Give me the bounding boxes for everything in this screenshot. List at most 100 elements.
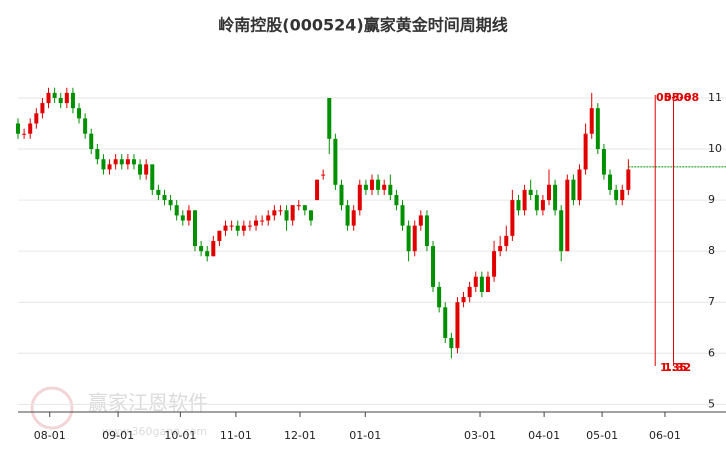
candle-body (101, 159, 106, 170)
candle-body (583, 133, 588, 170)
candle-body (540, 200, 545, 211)
candle-body (315, 179, 320, 201)
x-tick-label: 06-01 (649, 429, 681, 442)
x-tick-label: 04-01 (528, 429, 560, 442)
candle-body (522, 189, 527, 211)
candle-body (516, 200, 521, 211)
cycle-ratio-label: 1.32 (664, 361, 691, 374)
candle-body (351, 210, 356, 226)
candle-body (241, 225, 246, 231)
x-tick-label: 01-01 (349, 429, 381, 442)
candle-body (40, 103, 45, 114)
candle-body (589, 108, 594, 134)
x-tick-label: 10-01 (164, 429, 196, 442)
x-tick-label: 05-01 (586, 429, 618, 442)
candle-body (284, 210, 289, 221)
candle-body (614, 189, 619, 201)
candle-body (28, 123, 33, 134)
candle-body (357, 184, 362, 211)
candle-body (64, 92, 69, 104)
candle-body (290, 205, 295, 221)
candle-body (125, 159, 130, 165)
candle-body (156, 189, 161, 195)
y-tick-label: 8 (708, 244, 715, 257)
candle-body (547, 184, 551, 201)
candle-body (327, 97, 332, 139)
candle-body (565, 179, 570, 252)
candle-body (412, 225, 417, 252)
candle-body (449, 337, 454, 349)
candle-body (394, 194, 399, 206)
candle-body (46, 92, 51, 104)
candle-body (376, 179, 381, 190)
candle-body (150, 164, 155, 190)
candle-body (601, 149, 606, 175)
candle-body (571, 179, 576, 201)
candle-body (308, 210, 313, 221)
candle-body (608, 174, 613, 190)
candle-body (52, 92, 57, 98)
x-tick-label: 03-01 (464, 429, 496, 442)
y-tick-label: 6 (708, 346, 715, 359)
candle-body (498, 246, 503, 252)
cycle-date-label: 05-08 (664, 91, 699, 104)
candle-body (388, 184, 393, 195)
watermark-logo (30, 386, 74, 430)
candle-body (272, 210, 277, 216)
cycle-ratio-label: 1.35 (660, 361, 687, 374)
candle-body (553, 184, 558, 211)
candle-body (70, 92, 75, 109)
candle-body (528, 189, 533, 195)
candle-body (492, 251, 497, 277)
candle-body (333, 138, 338, 185)
y-tick-label: 11 (708, 91, 722, 104)
candle-body (95, 149, 100, 160)
candle-body (339, 184, 344, 206)
candle-body (162, 194, 167, 201)
candle-body (174, 205, 179, 216)
x-tick-label: 11-01 (220, 429, 252, 442)
candle-body (345, 205, 350, 226)
candle-body (217, 230, 222, 241)
candle-body (302, 205, 307, 211)
candle-body (211, 240, 216, 257)
candle-body (235, 225, 240, 231)
candle-body (131, 159, 136, 165)
candle-body (296, 205, 301, 207)
x-tick-label: 12-01 (284, 429, 316, 442)
candle-body (455, 302, 460, 349)
candle-body (16, 123, 20, 134)
candle-body (144, 164, 149, 175)
candle-body (479, 276, 484, 293)
candle-body (473, 276, 478, 287)
candle-body (370, 179, 374, 190)
watermark: 赢家江恩软件 www.360gann.com (30, 386, 208, 438)
candle-body (223, 225, 228, 231)
candle-body (34, 113, 39, 124)
candle-body (467, 286, 472, 298)
candle-body (461, 297, 466, 303)
candle-body (266, 215, 271, 221)
candle-body (186, 210, 191, 221)
x-tick-label: 08-01 (34, 429, 66, 442)
candle-body (534, 194, 539, 211)
y-tick-label: 5 (708, 397, 715, 410)
candle-body (199, 246, 204, 252)
candle-body (168, 200, 173, 206)
candle-body (363, 184, 368, 190)
y-tick-label: 7 (708, 295, 715, 308)
candle-body (418, 215, 423, 226)
candle-body (119, 159, 124, 165)
candle-body (77, 108, 82, 119)
candle-body (510, 200, 515, 236)
candle-body (113, 159, 118, 165)
candle-body (424, 215, 429, 247)
candle-body (504, 235, 509, 247)
candle-body (382, 184, 387, 190)
candle-body (431, 246, 436, 287)
candle-body (443, 307, 448, 338)
candle-body (205, 251, 210, 257)
x-tick-label: 09-01 (102, 429, 134, 442)
candle-body (437, 286, 442, 308)
